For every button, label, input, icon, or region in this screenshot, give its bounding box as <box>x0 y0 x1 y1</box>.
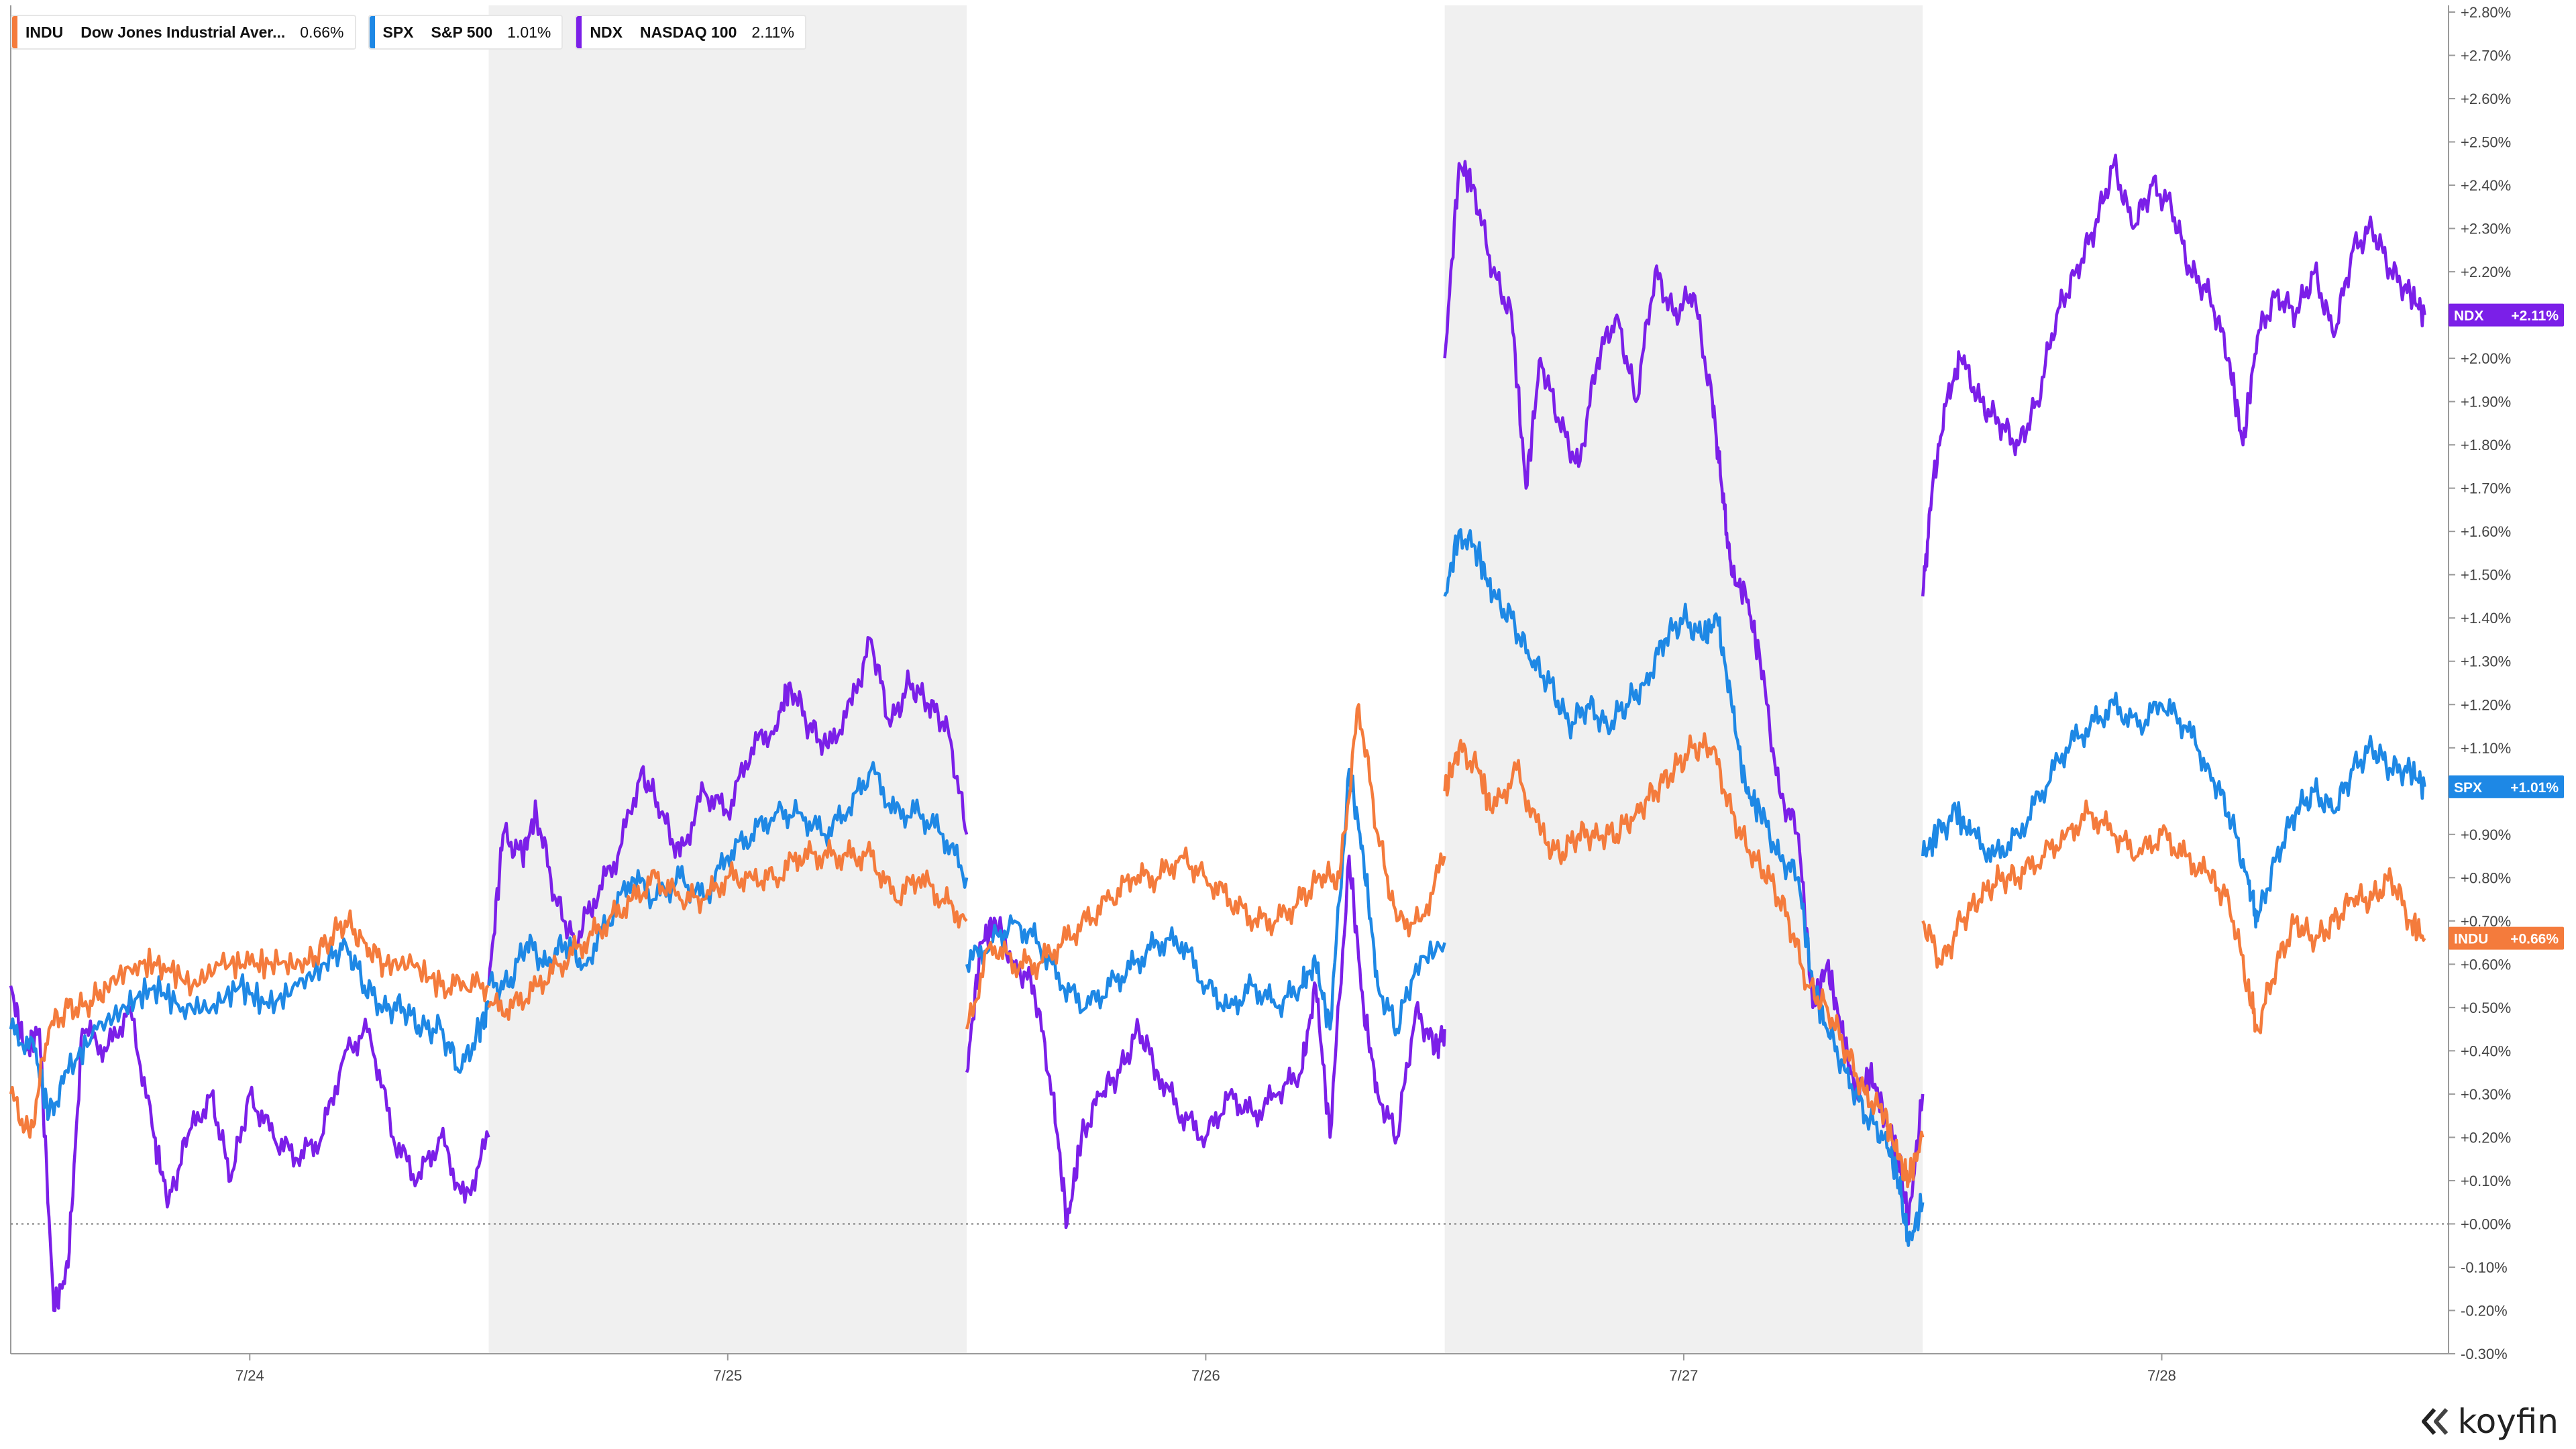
series-line-spx-seg1 <box>487 761 969 1002</box>
series-line-indu-seg3 <box>1443 732 1925 1189</box>
end-label-ticker: SPX <box>2454 780 2482 796</box>
legend-ticker: NDX <box>590 23 623 41</box>
end-label-ndx: NDX +2.11% <box>2449 303 2564 327</box>
y-tick-label: +2.50% <box>2461 134 2511 151</box>
chart-frame <box>10 5 2449 1354</box>
legend-item-spx[interactable]: SPX S&P 500 1.01% <box>368 15 564 50</box>
legend-swatch-spx <box>369 16 375 48</box>
end-label-spx: SPX +1.01% <box>2449 775 2564 798</box>
series-line-ndx-seg2 <box>965 854 1446 1230</box>
y-tick-label: -0.10% <box>2461 1259 2508 1276</box>
series-line-spx-seg3 <box>1443 528 1925 1247</box>
koyfin-brand[interactable]: koyfin <box>2420 1402 2559 1441</box>
y-tick-label: +0.80% <box>2461 869 2511 886</box>
legend-swatch-indu <box>12 16 17 48</box>
end-label-value: +2.11% <box>2511 309 2559 324</box>
end-label-value: +1.01% <box>2510 780 2559 796</box>
y-tick-label: +0.20% <box>2461 1129 2511 1146</box>
legend-value: 2.11% <box>751 23 794 41</box>
y-tick-label: +1.90% <box>2461 394 2511 411</box>
x-tick-label: 7/25 <box>713 1367 742 1384</box>
series-line-indu-seg2 <box>965 703 1446 1030</box>
y-tick-label: +0.60% <box>2461 956 2511 973</box>
legend-name: S&P 500 <box>431 23 493 41</box>
y-tick-label: +0.90% <box>2461 826 2511 843</box>
series-line-indu-seg4 <box>1921 799 2426 1034</box>
end-label-value: +0.66% <box>2510 932 2559 947</box>
end-label-ticker: NDX <box>2454 309 2483 324</box>
y-tick-label: +1.60% <box>2461 523 2511 540</box>
y-tick-label: +2.20% <box>2461 264 2511 280</box>
y-tick-label: +1.80% <box>2461 437 2511 453</box>
shaded-session-7-27 <box>1444 5 1923 1354</box>
legend-item-ndx[interactable]: NDX NASDAQ 100 2.11% <box>575 15 806 50</box>
legend-ticker: INDU <box>25 23 64 41</box>
end-label-indu: INDU +0.66% <box>2449 926 2564 950</box>
legend-name: Dow Jones Industrial Aver... <box>80 23 286 41</box>
brand-name: koyfin <box>2457 1402 2559 1441</box>
end-label-box <box>2449 775 2564 798</box>
y-tick-label: +0.10% <box>2461 1173 2511 1189</box>
y-tick-label: +1.20% <box>2461 696 2511 713</box>
chart-legend: INDU Dow Jones Industrial Aver... 0.66% … <box>11 15 806 50</box>
y-axis-ticks: -0.30% -0.20% -0.10% +0.00% +0.10% +0.20% +0.3… <box>2449 4 2511 1362</box>
end-label-box <box>2449 926 2564 950</box>
y-tick-label: +2.70% <box>2461 48 2511 64</box>
x-tick-label: 7/28 <box>2147 1367 2176 1384</box>
x-axis-ticks: 7/24 7/25 7/26 7/27 7/28 <box>235 1354 2176 1384</box>
y-tick-label: +2.00% <box>2461 350 2511 367</box>
end-label-ticker: INDU <box>2454 932 2488 947</box>
series-line-ndx-seg1 <box>487 636 969 986</box>
x-tick-label: 7/26 <box>1191 1367 1220 1384</box>
y-tick-label: +2.60% <box>2461 91 2511 107</box>
legend-name: NASDAQ 100 <box>639 23 737 41</box>
y-tick-label: +1.30% <box>2461 653 2511 670</box>
series-line-ndx-seg0 <box>9 985 490 1313</box>
y-tick-label: -0.20% <box>2461 1302 2508 1319</box>
end-label-box <box>2449 303 2564 327</box>
y-tick-label: +0.40% <box>2461 1042 2511 1059</box>
y-tick-label: +2.80% <box>2461 4 2511 21</box>
y-tick-label: +1.70% <box>2461 480 2511 497</box>
series-line-spx-seg0 <box>9 937 490 1122</box>
x-tick-label: 7/24 <box>235 1367 264 1384</box>
legend-item-indu[interactable]: INDU Dow Jones Industrial Aver... 0.66% <box>11 15 356 50</box>
y-tick-label: +0.30% <box>2461 1086 2511 1103</box>
legend-value: 0.66% <box>300 23 344 41</box>
koyfin-logo-icon <box>2422 1408 2449 1435</box>
y-tick-label: +2.40% <box>2461 177 2511 194</box>
series-line-ndx-seg4 <box>1921 154 2426 597</box>
end-value-labels: NDX +2.11% SPX +1.01% INDU +0.66% <box>2449 303 2564 950</box>
session-shading <box>488 5 1923 1354</box>
series-line-spx-seg4 <box>1921 692 2426 929</box>
y-tick-label: +1.50% <box>2461 567 2511 584</box>
shaded-session-7-25 <box>488 5 967 1354</box>
legend-ticker: SPX <box>382 23 414 41</box>
series-line-indu-seg1 <box>487 839 968 1021</box>
y-tick-label: +0.50% <box>2461 1000 2511 1016</box>
series-line-indu-seg0 <box>9 909 490 1139</box>
series-lines <box>9 154 2426 1313</box>
legend-value: 1.01% <box>507 23 551 41</box>
y-tick-label: +0.00% <box>2461 1216 2511 1232</box>
x-tick-label: 7/27 <box>1670 1367 1699 1384</box>
legend-swatch-ndx <box>576 16 582 48</box>
y-tick-label: +1.40% <box>2461 610 2511 627</box>
y-tick-label: +1.10% <box>2461 740 2511 757</box>
y-tick-label: -0.30% <box>2461 1346 2508 1362</box>
y-tick-label: +2.30% <box>2461 221 2511 237</box>
